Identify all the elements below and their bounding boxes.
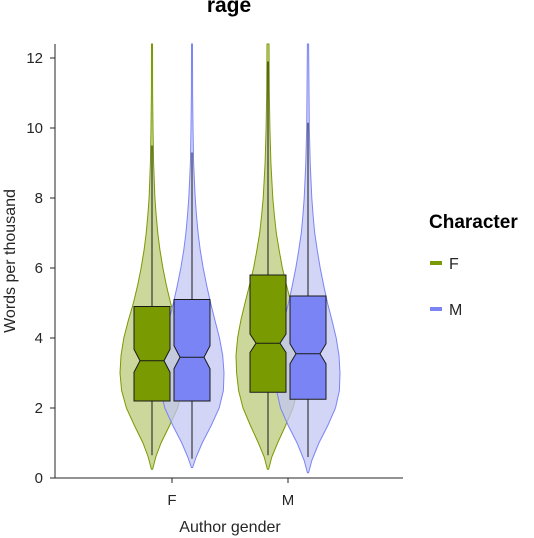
x-axis-label: Author gender	[179, 519, 281, 536]
plot-area	[119, 43, 341, 474]
y-tick-label: 10	[26, 120, 43, 137]
y-tick-label: 2	[35, 400, 43, 417]
legend-title: Character	[429, 212, 518, 233]
x-tick-label: M	[282, 492, 295, 509]
box-F-F	[133, 306, 171, 402]
y-tick-label: 8	[35, 190, 43, 207]
y-tick-label: 6	[35, 260, 43, 277]
legend-label-M: M	[449, 302, 462, 319]
legend-label-F: F	[449, 256, 459, 273]
x-tick-label: F	[167, 492, 176, 509]
y-axis-label: Words per thousand	[2, 189, 19, 333]
y-tick-label: 0	[35, 470, 43, 487]
y-ticks: 0 2 4 6 8 10 12	[26, 50, 55, 487]
box-F-M	[249, 274, 287, 393]
box-M-F	[173, 299, 211, 402]
chart-title: rage	[207, 0, 251, 17]
box-M-M	[289, 295, 327, 400]
legend: Character F M	[429, 212, 518, 319]
y-tick-label: 4	[35, 330, 43, 347]
y-tick-label: 12	[26, 50, 43, 67]
